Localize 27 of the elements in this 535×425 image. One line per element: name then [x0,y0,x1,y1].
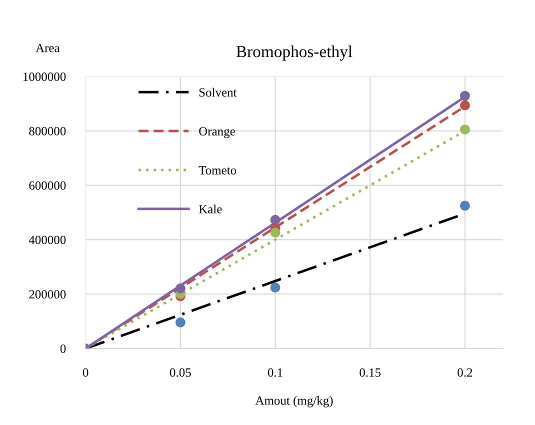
y-tick-label: 200000 [29,290,66,299]
point [175,283,186,294]
legend-label: Tometo [198,166,236,174]
y-tick-label: 1000000 [24,72,66,81]
y-axis-title: Area [36,44,60,52]
y-tick-label: 800000 [29,126,66,136]
legend-label: Kale [198,204,222,214]
chart-title: Bromophos-ethyl [236,45,352,61]
point [175,317,186,328]
point [460,124,470,135]
legend-label: Orange [199,127,235,138]
x-axis-title: Amout (mg/kg) [255,396,333,408]
point [460,200,470,211]
x-tick-label: 0.15 [360,368,381,377]
point [460,90,470,101]
x-tick-label: 0.1 [268,368,282,377]
x-tick-label: 0.2 [458,368,472,377]
y-tick-label: 600000 [29,181,66,190]
point [460,100,470,110]
y-tick-label: 0 [60,344,66,353]
legend-label: Solvent [199,88,237,97]
y-tick-label: 400000 [28,236,66,244]
point [270,282,280,293]
point [270,228,280,238]
x-tick-label: 0 [82,368,88,377]
point [270,214,280,225]
x-tick-label: 0.05 [170,368,191,377]
